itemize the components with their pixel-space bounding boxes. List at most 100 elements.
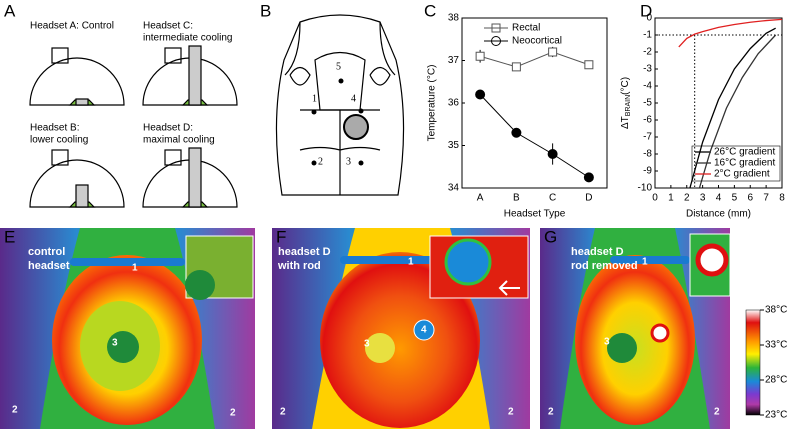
x-tick-label: 4 [716,193,722,204]
caption: headset [28,260,70,272]
x-tick-label: 7 [763,193,769,204]
label: Headset C: [143,21,193,32]
marker [475,51,485,61]
y-tick-label: 37 [448,55,460,66]
marker [584,60,594,70]
colorbar-label: 28°C [765,375,787,386]
site [358,160,364,166]
series-line [678,18,783,48]
x-tick-label: 2 [684,193,690,204]
panel-letter: E [4,227,15,246]
x-tick-label: 3 [700,193,706,204]
y-tick-label: 35 [448,140,460,151]
marker [583,172,594,183]
site-number: 3 [364,339,370,350]
x-tick-label: 8 [779,193,785,204]
y-axis-label-part: ΔT [620,116,631,129]
site-number: 4 [351,93,356,104]
y-tick-label: -3 [643,64,652,75]
marker [547,149,558,159]
site-number: 2 [230,408,236,419]
y-tick-label: -4 [643,81,652,92]
site-number: 2 [12,405,18,416]
series-line [479,94,590,178]
caption: rod removed [571,260,638,272]
panel-f: F headset D with rod 1 2 3 4 2 [272,227,530,429]
legend-label: 26°C gradient [714,147,775,158]
colorbar-label: 33°C [765,340,787,351]
panel-g: G headset D rod removed 1 2 3 2 [540,227,731,429]
site-number: 3 [346,156,351,167]
legend-label: Neocortical [512,36,562,47]
colorbar-label: 23°C [765,410,787,421]
caption: headset D [278,246,331,258]
site [358,108,364,114]
site-number: 1 [132,263,138,274]
site-number: 3 [112,338,118,349]
site [311,160,317,166]
legend-label: 2°C gradient [714,169,770,180]
label: Headset D: [143,123,193,134]
y-tick-label: -7 [643,132,652,143]
marker [511,127,522,138]
site-number: 2 [280,407,286,418]
caption: with rod [277,260,321,272]
site [311,109,317,115]
panel-letter: C [424,1,436,20]
y-tick-label: -8 [643,149,652,160]
panel-letter: G [544,227,557,246]
x-axis-label: Headset Type [504,209,566,220]
skull-drawing [275,14,405,196]
colorbar-label: 38°C [765,305,787,316]
site-number: 1 [312,93,317,104]
panel-b: B 5 1 4 2 3 [260,1,405,196]
y-tick-label: -2 [643,47,652,58]
y-tick-label: 0 [646,13,652,24]
panel-letter: D [640,1,652,20]
y-axis-label-part: (°C) [620,77,631,95]
rod [343,114,369,140]
site-number: 2 [508,407,514,418]
x-tick-label: 5 [732,193,738,204]
y-tick-label: -10 [638,183,653,194]
headset-drawings [29,45,238,208]
y-axis-label-part: BRAIN [625,95,632,116]
series-line [479,51,590,68]
marker [511,62,521,72]
series-line [698,34,777,189]
site-number: 2 [714,407,720,418]
caption: control [28,246,65,258]
label: Headset B: [30,123,79,134]
y-axis-label: ΔTBRAIN(°C) [620,77,632,129]
y-tick-label: 34 [448,183,460,194]
panel-letter: A [4,1,16,20]
x-tick-label: B [513,193,520,204]
y-tick-label: -1 [643,30,652,41]
panel-a: A Headset A: Control Headset C: intermed… [4,1,238,208]
x-axis-label: Distance (mm) [686,209,751,220]
series-line [689,27,776,189]
label: maximal cooling [143,135,215,146]
legend-label: 16°C gradient [714,158,775,169]
x-tick-label: 1 [668,193,674,204]
colorbar [745,309,761,416]
marker [475,89,486,100]
x-tick-label: C [549,193,556,204]
y-tick-label: -6 [643,115,652,126]
caption: headset D [571,246,624,258]
site-number: 5 [336,61,341,72]
site-number: 1 [408,257,414,268]
y-tick-label: 36 [448,98,460,109]
x-tick-label: 0 [652,193,658,204]
site-number: 2 [548,407,554,418]
y-tick-label: -5 [643,98,652,109]
legend-label: Rectal [512,23,540,34]
site [338,78,344,84]
label: Headset A: Control [30,21,114,32]
y-axis-label: Temperature (°C) [427,65,438,142]
marker [548,47,558,57]
panel-e: E control headset 1 2 3 2 [0,227,255,429]
panel-letter: F [276,227,286,246]
label: lower cooling [30,135,88,146]
